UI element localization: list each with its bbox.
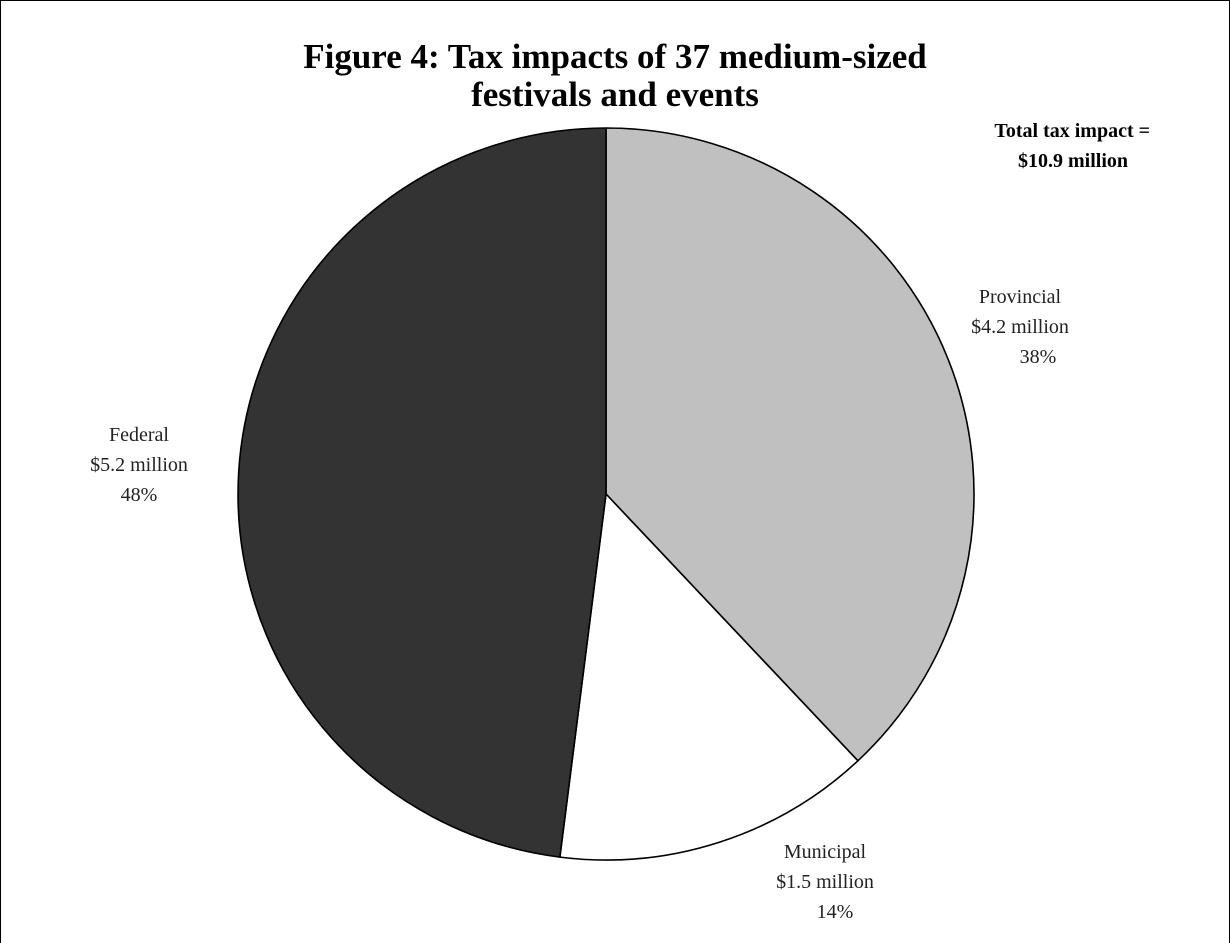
pie-slices	[237, 127, 975, 861]
slice-label-municipal-percent: 14%	[816, 901, 854, 923]
slice-label-provincial-percent: 38%	[1019, 346, 1057, 368]
slice-label-federal-percent: 48%	[120, 484, 158, 506]
slice-label-federal: Federal $5.2 million 48%	[77, 420, 201, 510]
slice-label-provincial: Provincial $4.2 million 38%	[955, 282, 1085, 372]
total-tax-annotation-line-1: Total tax impact =	[994, 120, 1150, 142]
chart-title: Figure 4: Tax impacts of 37 medium-sized…	[245, 38, 985, 114]
slice-label-municipal: Municipal $1.5 million 14%	[760, 837, 890, 927]
total-tax-annotation-line-2: $10.9 million	[1017, 150, 1128, 172]
pie-slice-provincial	[605, 127, 975, 762]
pie-slice-federal	[237, 127, 607, 858]
chart-title-line-2: festivals and events	[471, 75, 759, 114]
pie-slice-municipal	[559, 493, 859, 861]
slice-label-federal-amount: $5.2 million	[90, 454, 188, 476]
total-tax-annotation: Total tax impact = $10.9 million	[890, 116, 1150, 176]
slice-label-federal-name: Federal	[109, 424, 169, 446]
chart-title-line-1: Figure 4: Tax impacts of 37 medium-sized	[303, 37, 927, 76]
slice-label-municipal-amount: $1.5 million	[776, 871, 874, 893]
slice-label-provincial-name: Provincial	[978, 286, 1062, 308]
slice-label-provincial-amount: $4.2 million	[971, 316, 1069, 338]
slice-label-municipal-name: Municipal	[783, 841, 867, 863]
